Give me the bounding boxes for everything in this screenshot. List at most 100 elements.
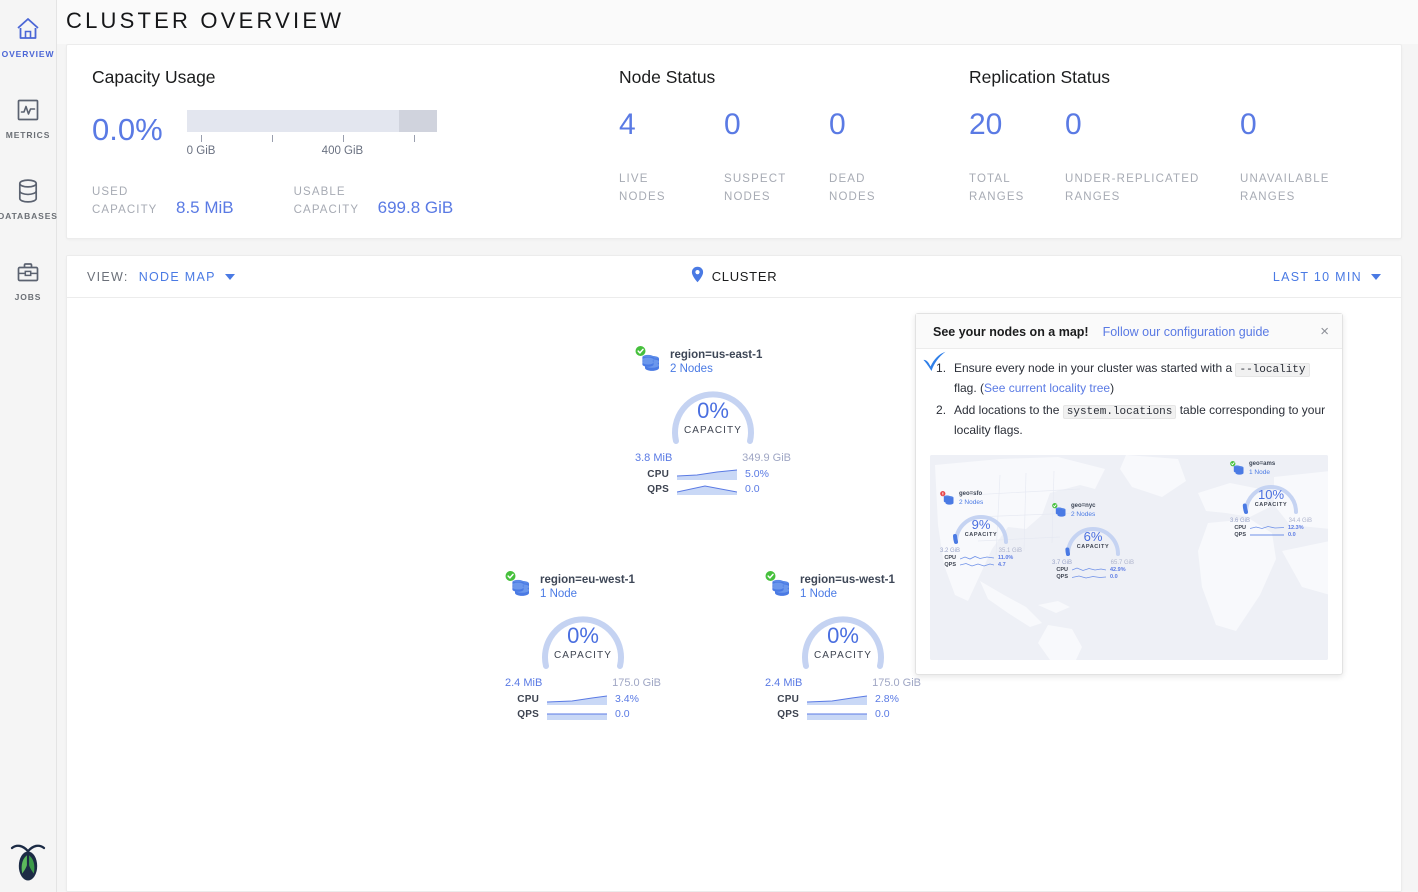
stat-dead-nodes: 0 DEAD NODES <box>829 110 934 206</box>
node-metric-cpu: CPU 2.8% <box>765 693 921 705</box>
cpu-sparkline <box>807 695 867 705</box>
time-range-dropdown[interactable]: LAST 10 MIN <box>1273 270 1381 284</box>
preview-gauge-label: CAPACITY <box>964 532 998 538</box>
used-capacity-label: USED CAPACITY <box>92 186 158 216</box>
view-mode-dropdown[interactable]: NODE MAP <box>139 270 235 284</box>
view-mode-value: NODE MAP <box>138 269 216 284</box>
preview-gauge-label: CAPACITY <box>1254 502 1288 508</box>
preview-region-label: geo=nyc <box>1071 503 1096 509</box>
preview-region-label: geo=sfo <box>959 491 983 497</box>
node-total-capacity: 175.0 GiB <box>612 677 661 689</box>
time-range-value: LAST 10 MIN <box>1272 269 1362 284</box>
location-pin-icon <box>691 266 704 288</box>
cluster-breadcrumb[interactable]: CLUSTER <box>691 266 778 288</box>
view-label: VIEW: <box>87 269 129 284</box>
database-stack-icon <box>635 346 665 376</box>
node-widget-eu-west-1[interactable]: region=eu-west-1 1 Node 0% CAPACITY <box>505 571 661 723</box>
node-total-capacity: 175.0 GiB <box>872 677 921 689</box>
capacity-axis-labels: 0 GiB 400 GiB <box>187 145 447 161</box>
step1-text-c: ) <box>1110 381 1115 395</box>
locality-tree-link[interactable]: See current locality tree <box>984 381 1111 395</box>
metric-name: QPS <box>1234 532 1246 538</box>
preview-gauge-percent: 10% <box>1257 487 1285 502</box>
sidebar-label-jobs: JOBS <box>14 292 42 302</box>
metric-value: 0.0 <box>875 708 890 720</box>
qps-sparkline <box>1250 534 1284 536</box>
node-count-label: 1 Node <box>540 588 578 600</box>
preview-used: 3.7 GiB <box>1052 560 1073 566</box>
database-stack-icon <box>940 491 956 507</box>
briefcase-icon <box>15 257 41 287</box>
metric-value: 2.8% <box>875 693 899 705</box>
metric-name: CPU <box>517 693 539 705</box>
usable-capacity-label: USABLE CAPACITY <box>293 186 360 216</box>
preview-metric-cpu: CPU 42.9% <box>1052 567 1134 573</box>
metric-name: CPU <box>647 468 669 480</box>
metric-name: CPU <box>777 693 799 705</box>
node-widget-us-east-1[interactable]: region=us-east-1 2 Nodes 0% CAPACITY <box>635 346 791 498</box>
popover-step-1: Ensure every node in your cluster was st… <box>932 359 1326 397</box>
database-icon <box>15 176 41 206</box>
node-status-section: Node Status 4 LIVE NODES 0 SUSPECT NODES 0… <box>594 45 944 238</box>
node-used-capacity: 2.4 MiB <box>765 677 803 689</box>
capacity-percent: 0.0% <box>92 112 163 147</box>
preview-metric-qps: QPS 4.7 <box>940 562 1022 568</box>
qps-sparkline <box>807 713 867 720</box>
configuration-guide-link[interactable]: Follow our configuration guide <box>1102 324 1270 339</box>
stat-unavailable-ranges-label: UNAVAILABLE RANGES <box>1240 173 1330 203</box>
qps-sparkline <box>960 563 994 567</box>
cockroach-logo <box>0 842 56 884</box>
stat-suspect-nodes-label: SUSPECT NODES <box>724 173 787 203</box>
preview-node-count: 2 Nodes <box>1071 510 1096 518</box>
sidebar-item-jobs[interactable]: JOBS <box>0 249 56 308</box>
step1-text-a: Ensure every node in your cluster was st… <box>954 361 1233 375</box>
database-stack-icon <box>505 571 535 601</box>
metric-value: 4.7 <box>998 562 1006 568</box>
cluster-summary-card: Capacity Usage 0.0% <box>66 44 1402 239</box>
node-map-panel: VIEW: NODE MAP CLUSTER <box>66 255 1402 892</box>
node-region-label: region=us-east-1 <box>670 349 763 361</box>
checkmark-icon <box>922 351 948 378</box>
replication-status-title: Replication Status <box>969 67 1111 87</box>
preview-capacity-gauge: 10% CAPACITY <box>1230 479 1312 517</box>
sidebar-item-databases[interactable]: DATABASES <box>0 168 57 227</box>
sidebar-item-metrics[interactable]: METRICS <box>0 87 56 146</box>
sidebar: OVERVIEW METRICS DATABASES <box>0 0 57 892</box>
preview-total: 34.4 GiB <box>1288 518 1312 524</box>
node-used-capacity: 2.4 MiB <box>505 677 543 689</box>
close-icon[interactable]: × <box>1320 323 1329 340</box>
map-preview-node-nyc: geo=nyc 2 Nodes 6% <box>1052 503 1134 581</box>
used-capacity-value: 8.5 MiB <box>176 198 234 217</box>
cpu-sparkline <box>1250 526 1284 529</box>
capacity-gauge: 0% CAPACITY <box>765 608 921 674</box>
system-locations-code: system.locations <box>1062 405 1177 419</box>
metric-name: CPU <box>1056 567 1068 573</box>
capacity-bar-reserved <box>398 110 437 132</box>
stat-unavailable-ranges-value: 0 <box>1240 108 1257 141</box>
node-widget-us-west-1[interactable]: region=us-west-1 1 Node 0% CAPACITY <box>765 571 921 723</box>
node-map-canvas[interactable]: region=us-east-1 2 Nodes 0% CAPACITY <box>67 298 1401 891</box>
metric-name: QPS <box>777 708 799 720</box>
capacity-tick-label-400: 400 GiB <box>321 145 364 157</box>
database-stack-icon <box>1052 503 1068 519</box>
page-title: CLUSTER OVERVIEW <box>57 0 1418 44</box>
stat-live-nodes-label: LIVE NODES <box>619 173 666 203</box>
metric-value: 0.0 <box>1110 574 1118 580</box>
stat-suspect-nodes: 0 SUSPECT NODES <box>724 110 829 206</box>
node-metric-cpu: CPU 3.4% <box>505 693 661 705</box>
main-content: CLUSTER OVERVIEW Capacity Usage 0.0% <box>57 0 1418 892</box>
node-used-capacity: 3.8 MiB <box>635 452 673 464</box>
sidebar-label-metrics: METRICS <box>5 130 51 140</box>
preview-capacity-gauge: 9% CAPACITY <box>940 509 1022 547</box>
metric-value: 5.0% <box>745 468 769 480</box>
node-status-title: Node Status <box>619 67 716 87</box>
popover-step-2: Add locations to the system.locations ta… <box>932 401 1326 439</box>
step1-text-b: flag. ( <box>954 381 985 395</box>
preview-used: 3.2 GiB <box>940 548 961 554</box>
sidebar-item-overview[interactable]: OVERVIEW <box>0 6 56 65</box>
step2-text-a: Add locations to the <box>954 403 1060 417</box>
map-preview-node-ams: geo=ams 1 Node 10% <box>1230 461 1312 539</box>
node-count-label: 2 Nodes <box>670 363 713 375</box>
usable-capacity-value: 699.8 GiB <box>377 198 454 217</box>
node-region-label: region=us-west-1 <box>800 574 895 586</box>
